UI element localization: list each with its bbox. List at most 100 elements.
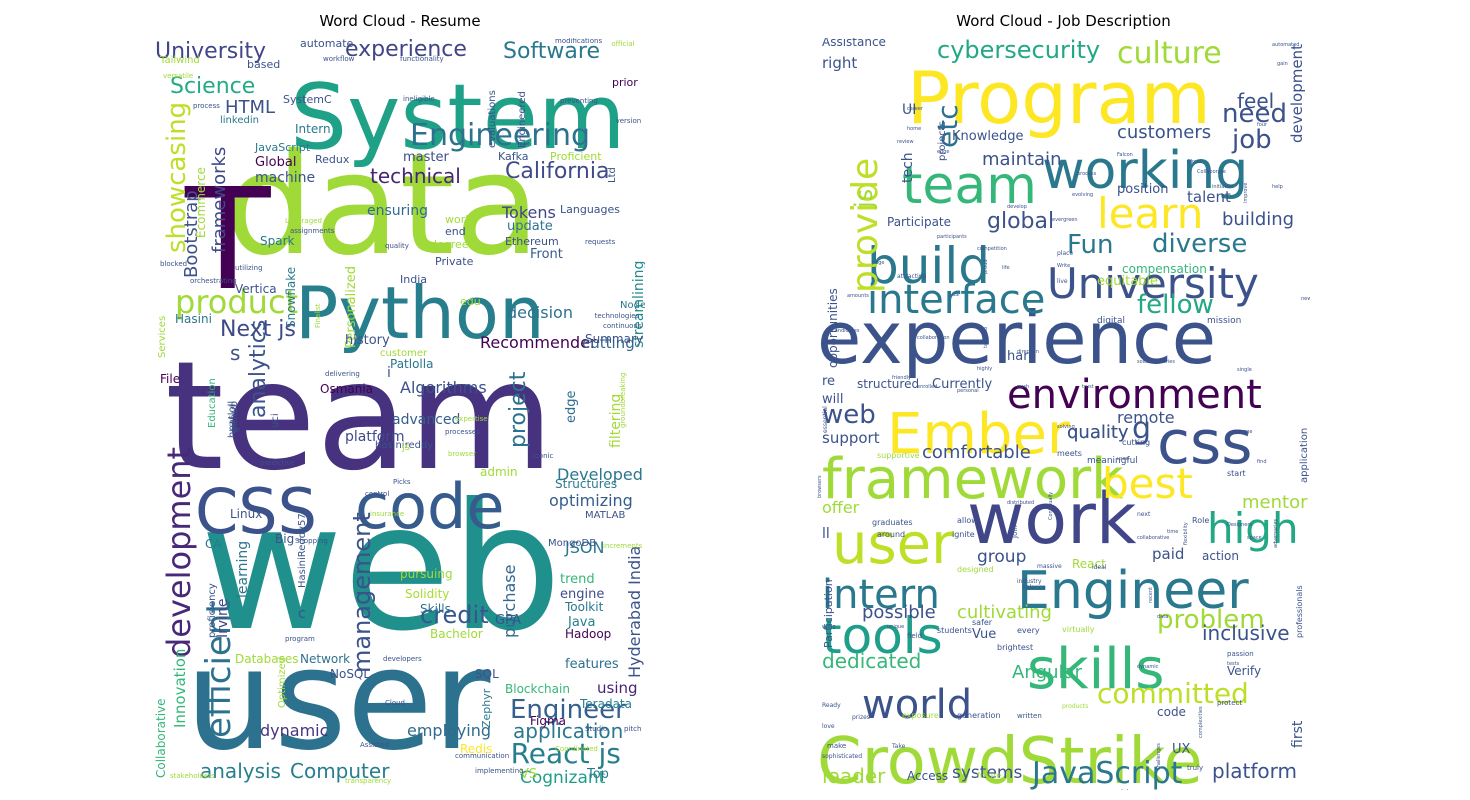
word-engineered: Engineered xyxy=(517,91,528,148)
word-utilizing: utilizing xyxy=(235,264,263,272)
word-role: Role xyxy=(1192,516,1209,525)
word-algorithms: Algorithms xyxy=(400,378,487,397)
word-re: re xyxy=(822,374,835,389)
word-solutions: solutions xyxy=(1137,359,1160,365)
word-application: application xyxy=(1299,428,1310,483)
word-position: position xyxy=(1117,182,1169,197)
word-employing: employing xyxy=(407,721,491,740)
word-university: University xyxy=(155,39,266,64)
word-equitable: equitable xyxy=(1097,274,1158,289)
word-place: place xyxy=(1057,250,1073,257)
word-file: File xyxy=(160,372,180,386)
word-version: version xyxy=(616,117,642,125)
word-code: code xyxy=(1157,705,1186,719)
word-employee: Employee xyxy=(1222,788,1277,790)
word-transparency: transparency xyxy=(345,777,391,785)
word-flexibility: flexibility xyxy=(1183,522,1189,545)
word-osmania: Osmania xyxy=(320,382,373,396)
word-virtually: virtually xyxy=(1062,625,1095,634)
job-description-chart-title: Word Cloud - Job Description xyxy=(956,12,1171,30)
word-cutting: cutting xyxy=(582,334,635,352)
word-support: support xyxy=(822,429,880,447)
word-technologies: technologies xyxy=(595,312,640,320)
word-edu: edu xyxy=(460,295,481,308)
word-machine: machine xyxy=(255,170,315,186)
word-css: CSS xyxy=(195,475,317,548)
word-communication: communication xyxy=(455,752,509,760)
word-intern: intern xyxy=(822,572,940,618)
word-g: g xyxy=(1132,411,1151,446)
word-blocked: blocked xyxy=(160,260,187,268)
word-trust: trust xyxy=(1082,384,1094,390)
word-participate: Participate xyxy=(887,215,951,229)
word-find: find xyxy=(1257,459,1267,465)
word-functionality: functionality xyxy=(400,55,444,63)
word-building: building xyxy=(1222,209,1294,230)
word-nosql: NoSQL xyxy=(330,667,370,681)
word-space: space xyxy=(1247,535,1262,541)
word-direction: direction xyxy=(1017,349,1039,355)
word-participants: participants xyxy=(937,234,967,240)
word-development: development xyxy=(1288,44,1306,143)
word-browsers: browsers xyxy=(817,475,823,498)
word-participation: Participation xyxy=(822,579,835,648)
word-work: work xyxy=(967,478,1137,560)
word-advanced: advanced xyxy=(392,412,460,428)
word-program: program xyxy=(285,635,315,643)
word-bachelor: Bachelor xyxy=(430,627,483,641)
word-talented: talented xyxy=(983,327,989,348)
word-js: js xyxy=(401,442,410,453)
word-hyderabad-india: Hyderabad India xyxy=(625,546,644,678)
word-provide: provide xyxy=(845,158,886,293)
word-automate: automate xyxy=(300,38,354,50)
word-prior: prior xyxy=(612,76,638,89)
word-teradata: Teradata xyxy=(579,697,632,711)
word-friendly: friendly xyxy=(892,375,911,381)
word-ember: Ember xyxy=(887,402,1071,467)
word-analysis: analysis xyxy=(200,759,281,783)
word-mentor: mentor xyxy=(1242,492,1308,513)
word-evaluations: evaluations xyxy=(487,90,498,148)
word-prizes: prizes xyxy=(852,714,870,721)
word-highly: highly xyxy=(977,366,992,372)
word-pitch: pitch xyxy=(624,725,641,733)
word-distributed: distributed xyxy=(1007,500,1034,506)
word-california: California xyxy=(505,159,609,184)
word-written: written xyxy=(1017,712,1042,720)
word-proficient: Proficient xyxy=(550,150,602,163)
word-trend: trend xyxy=(560,572,595,587)
word-competition: competition xyxy=(977,246,1007,252)
word-systemc: SystemC xyxy=(283,93,332,106)
word-engineering: Engineering xyxy=(410,118,590,153)
word-process: process xyxy=(193,102,220,110)
word-hasinireddy57: HasiniReddy57 xyxy=(297,513,308,588)
word-working: working xyxy=(1042,141,1248,201)
word-preventing: preventing xyxy=(560,97,598,105)
word-groundbreaking: groundbreaking xyxy=(619,373,627,428)
word-optimized: Optimized xyxy=(277,657,288,708)
word-projects: projects xyxy=(937,121,948,161)
word-vs: VS xyxy=(520,767,537,782)
word-cybersecurity: cybersecurity xyxy=(937,38,1100,64)
word-expertise: expertise xyxy=(455,415,488,423)
word-attracting: attracting xyxy=(897,273,927,280)
word-ensuring: ensuring xyxy=(367,203,428,219)
word-etc: etc xyxy=(931,104,964,148)
word-user: user xyxy=(832,512,955,577)
word-diverse: diverse xyxy=(1152,229,1247,259)
word-skills: Skills xyxy=(420,602,451,616)
word-collaboration: collaboration xyxy=(917,335,950,341)
word-assignments: assignments xyxy=(290,227,335,235)
word-access: Access xyxy=(907,769,948,783)
word-github: github xyxy=(229,401,240,433)
word-quality: quality xyxy=(385,242,409,250)
word-vue: Vue xyxy=(972,627,996,642)
word-systems: systems xyxy=(952,763,1022,783)
word-india: India xyxy=(400,273,427,286)
word-software: Software xyxy=(503,39,600,64)
word-control: control xyxy=(365,490,389,498)
word-html: HTML xyxy=(225,97,275,118)
word-meets: meets xyxy=(1057,449,1082,458)
word-automated: automated xyxy=(1272,42,1299,48)
word-skills: skills xyxy=(1027,637,1164,702)
